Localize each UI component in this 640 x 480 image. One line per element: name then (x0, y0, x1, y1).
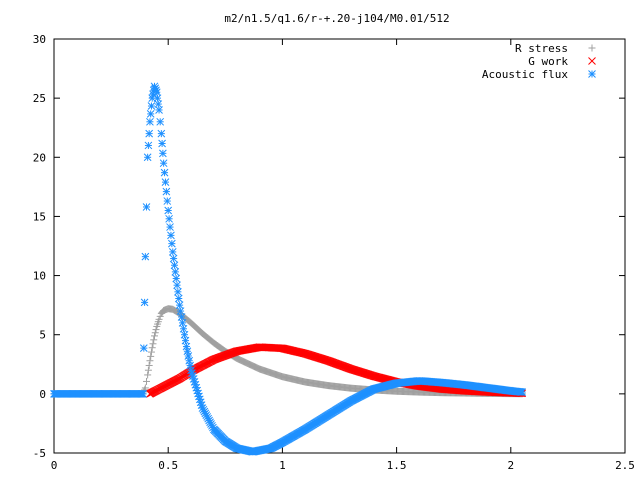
legend-marker (588, 70, 596, 78)
y-tick-label: 20 (33, 151, 46, 164)
series-group (50, 82, 527, 456)
data-point (183, 347, 192, 356)
data-point (147, 102, 156, 110)
data-point (186, 361, 194, 370)
data-point (156, 312, 164, 320)
data-point (195, 395, 204, 404)
data-point (141, 252, 150, 261)
axes: 0 0.5 1 1.5 2 2.5 -5 0 5 10 15 20 25 30 (33, 33, 635, 472)
x-tick-label: 1 (279, 459, 286, 472)
y-tick-label: -5 (33, 447, 46, 460)
legend-marker (588, 44, 596, 52)
x-tick-label: 2.5 (615, 459, 635, 472)
data-point (151, 329, 159, 337)
data-point (184, 352, 193, 360)
data-point (147, 348, 155, 356)
y-tick-label: 15 (33, 210, 46, 223)
data-point (168, 239, 176, 248)
data-point (159, 159, 168, 168)
data-point (155, 106, 163, 114)
plot-frame (53, 38, 626, 454)
data-point (140, 298, 149, 307)
data-point (148, 344, 156, 352)
data-point (139, 344, 148, 352)
data-point (143, 377, 151, 385)
data-point (188, 372, 197, 380)
data-point (142, 203, 151, 211)
legend-marker (588, 57, 596, 65)
data-point (145, 361, 153, 369)
y-tick-label: 25 (33, 92, 46, 105)
data-point (174, 287, 182, 296)
data-point (167, 231, 175, 240)
data-point (158, 139, 166, 148)
y-tick-label: 5 (39, 329, 46, 342)
x-tick-label: 0.5 (158, 459, 178, 472)
legend-label: G work (528, 55, 568, 68)
data-point (143, 153, 152, 162)
data-point (518, 388, 527, 396)
x-tick-label: 0 (51, 459, 58, 472)
x-tick-label: 1.5 (387, 459, 407, 472)
data-point (150, 336, 158, 344)
series-acoustic-flux (50, 82, 527, 456)
data-point (144, 366, 152, 374)
data-point (149, 340, 157, 348)
data-point (160, 168, 169, 177)
x-tick-label: 2 (507, 459, 514, 472)
data-point (146, 357, 154, 365)
chart-title: m2/n1.5/q1.6/r-+.20-j104/M0.01/512 (224, 12, 449, 25)
data-point (172, 274, 181, 283)
data-point (182, 342, 191, 351)
data-point (171, 268, 180, 276)
legend-label: Acoustic flux (482, 68, 568, 81)
data-point (147, 352, 155, 360)
data-point (144, 371, 152, 379)
data-point (168, 248, 177, 256)
data-point (185, 356, 194, 365)
data-point (139, 390, 147, 398)
y-tick-label: 30 (33, 33, 46, 46)
data-point (161, 178, 170, 186)
data-point (170, 261, 179, 270)
y-tick-label: 0 (39, 388, 46, 401)
data-point (174, 294, 183, 303)
data-point (159, 149, 167, 158)
data-point (166, 223, 174, 231)
data-point (155, 315, 163, 323)
data-point (150, 332, 158, 340)
data-point (156, 117, 165, 126)
data-point (145, 129, 154, 138)
data-point (165, 214, 173, 223)
data-point (173, 281, 181, 290)
data-point (144, 141, 153, 150)
data-point (164, 206, 173, 215)
data-point (157, 129, 166, 138)
data-point (146, 117, 154, 126)
legend-label: R stress (515, 42, 568, 55)
data-point (163, 197, 172, 205)
data-point (152, 326, 160, 334)
y-tick-label: 10 (33, 270, 46, 283)
data-point (146, 110, 155, 118)
data-point (169, 254, 178, 263)
data-point (162, 187, 171, 196)
